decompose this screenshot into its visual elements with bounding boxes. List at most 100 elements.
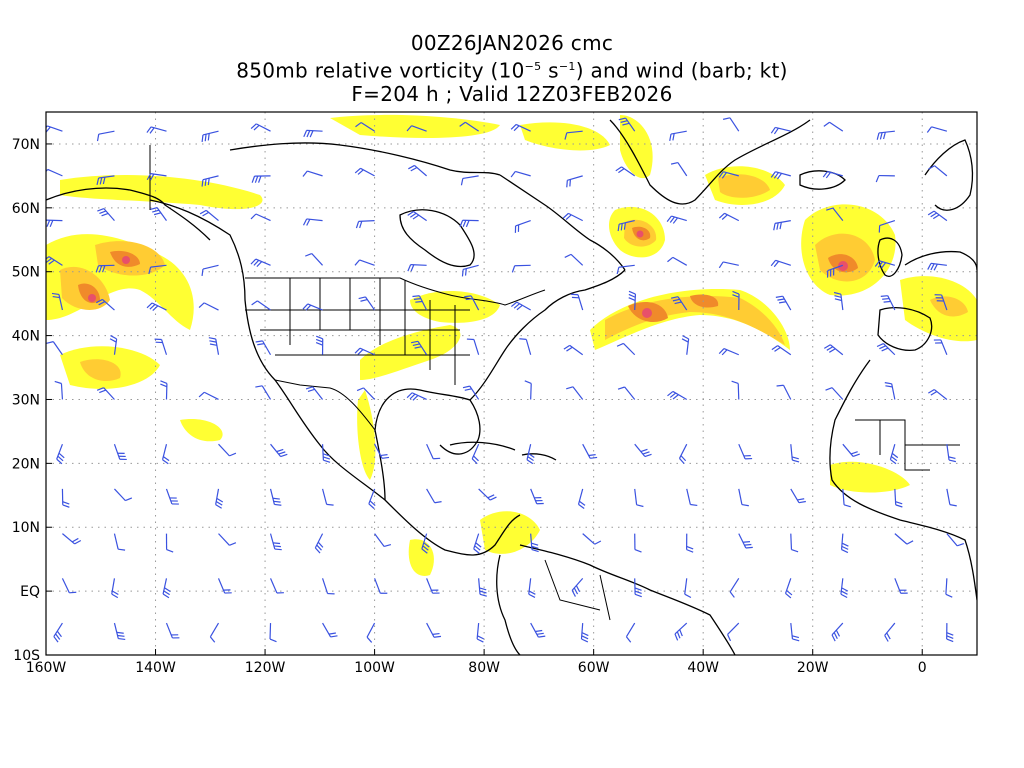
barb-feather — [274, 548, 282, 551]
wind-barb — [165, 488, 179, 505]
wind-barb — [250, 213, 271, 222]
barb-shaft — [737, 383, 740, 400]
wind-barb — [54, 380, 64, 400]
barb-feather — [253, 259, 260, 266]
wind-barb — [519, 338, 532, 355]
coastline-greenland — [609, 119, 811, 205]
wind-barb — [670, 161, 688, 177]
barb-feather — [831, 634, 836, 642]
barb-feather — [216, 497, 224, 503]
wind-barb — [876, 343, 896, 356]
barb-shaft — [672, 256, 688, 266]
barb-shaft — [829, 121, 844, 132]
barb-feather — [110, 335, 117, 340]
barb-feather — [229, 542, 237, 546]
wind-barb — [510, 170, 531, 178]
barb-feather — [615, 166, 622, 172]
wind-barb — [927, 210, 948, 222]
wind-barb — [56, 443, 65, 465]
barb-shaft — [321, 488, 328, 505]
barb-feather — [201, 268, 204, 277]
wind-barb — [634, 533, 642, 553]
barb-feather — [882, 297, 890, 300]
barb-feather — [883, 300, 891, 303]
wind-barb — [215, 488, 224, 509]
wind-barb — [880, 295, 896, 311]
barb-feather — [302, 303, 309, 310]
barb-shaft — [374, 533, 385, 547]
barb-feather — [322, 453, 330, 457]
wind-barb — [669, 130, 687, 142]
barb-feather — [97, 208, 105, 212]
barb-feather — [382, 456, 390, 459]
barb-feather — [771, 345, 778, 351]
barb-feather — [528, 593, 536, 599]
barb-feather — [588, 454, 596, 457]
wind-barb — [874, 260, 896, 269]
barb-feather — [622, 122, 630, 126]
wind-barb — [775, 295, 792, 311]
barb-feather — [776, 173, 783, 180]
barb-feather — [465, 298, 473, 301]
barb-feather — [927, 210, 935, 216]
wind-barb — [198, 391, 219, 401]
barb-feather — [797, 498, 805, 501]
barb-feather — [272, 497, 280, 500]
wind-barb — [305, 386, 324, 400]
barb-feather — [99, 177, 103, 185]
barb-feather — [573, 587, 579, 595]
barb-feather — [721, 349, 728, 356]
barb-feather — [519, 338, 527, 340]
barb-feather — [215, 500, 223, 506]
barb-feather — [54, 380, 62, 385]
barb-feather — [204, 134, 207, 142]
vort-peak-atlantic — [642, 308, 652, 318]
barb-feather — [413, 298, 421, 300]
barb-feather — [146, 302, 153, 309]
wind-barb — [842, 488, 851, 508]
wind-barb — [406, 392, 427, 401]
wind-barb — [566, 175, 583, 188]
wind-barb — [368, 488, 376, 509]
barb-feather — [150, 207, 158, 211]
wind-barb — [770, 171, 791, 180]
wind-barb — [201, 264, 219, 277]
barb-feather — [414, 346, 422, 349]
wind-barb — [889, 444, 899, 465]
wind-barb — [95, 298, 115, 311]
barb-feather — [202, 211, 209, 217]
barb-feather — [669, 392, 677, 398]
barb-feather — [46, 169, 49, 173]
wind-barb — [269, 533, 282, 551]
wind-barb — [201, 175, 219, 187]
barb-feather — [360, 298, 368, 302]
wind-barb — [406, 125, 427, 132]
barb-feather — [566, 180, 568, 188]
barb-feather — [890, 456, 898, 462]
barb-feather — [96, 387, 104, 391]
barb-feather — [825, 387, 833, 391]
wind-barb — [564, 253, 584, 266]
barb-feather — [880, 295, 888, 297]
wind-barb — [822, 170, 843, 179]
barb-feather — [412, 295, 420, 298]
wind-barb — [570, 293, 584, 311]
wind-barb — [511, 264, 531, 273]
barb-feather — [251, 300, 258, 306]
barb-feather — [843, 504, 851, 508]
barb-feather — [250, 213, 257, 220]
barb-feather — [407, 210, 414, 216]
lon-tick-label: 140W — [135, 660, 176, 676]
barb-feather — [930, 212, 937, 218]
barb-shaft — [202, 264, 219, 270]
title-field-suffix: ) and wind (barb; kt) — [575, 58, 788, 83]
barb-feather — [834, 295, 842, 298]
wind-barb — [526, 444, 535, 465]
barb-feather — [409, 212, 417, 218]
wind-barb — [322, 622, 338, 638]
vort-peak-pacific — [88, 294, 96, 302]
coastline-europe-north — [904, 250, 977, 271]
wind-barb — [459, 121, 479, 132]
barb-feather — [479, 593, 487, 597]
barb-feather — [618, 168, 625, 174]
